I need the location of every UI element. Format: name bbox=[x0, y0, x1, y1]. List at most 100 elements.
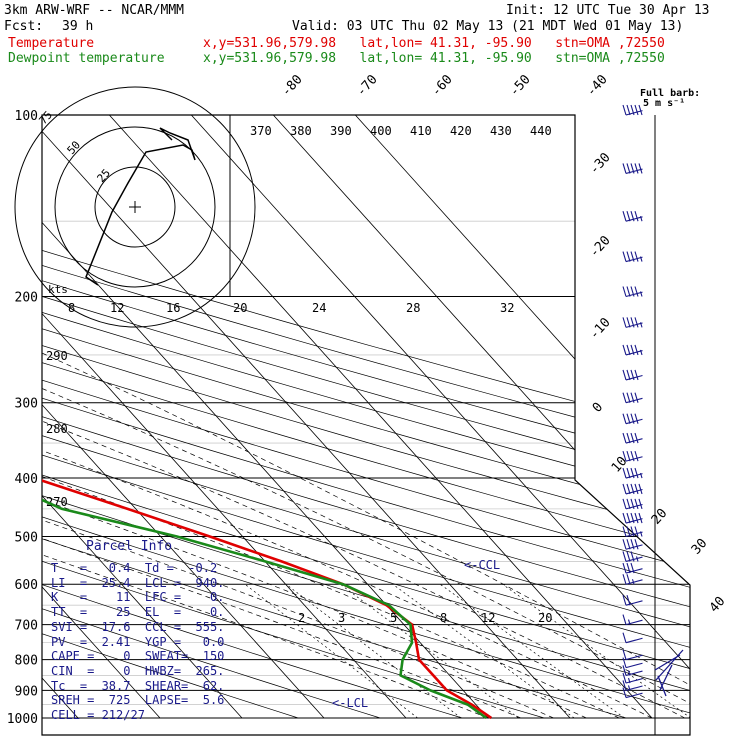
mixing-ratio-line bbox=[340, 583, 519, 719]
wind-barb-flag bbox=[622, 392, 627, 403]
wind-barb bbox=[622, 104, 643, 116]
wind-barb-flag bbox=[622, 562, 627, 574]
wind-barb-flag bbox=[630, 317, 635, 328]
hodograph-ring bbox=[14, 86, 256, 328]
wind-barb bbox=[622, 344, 643, 356]
hodograph-speed-label: 20 bbox=[233, 301, 247, 315]
theta-label: 410 bbox=[410, 124, 432, 138]
dry-adiabat-line bbox=[42, 115, 690, 719]
level-annotation: <-LCL bbox=[332, 696, 368, 710]
mixing-ratio-line bbox=[244, 583, 418, 719]
theta-label: 430 bbox=[490, 124, 512, 138]
wind-barb-flag bbox=[626, 392, 631, 403]
wind-barb-staff bbox=[625, 473, 643, 479]
wind-barb bbox=[622, 657, 643, 669]
pressure-tick-label: 700 bbox=[15, 619, 38, 634]
wind-barb bbox=[622, 614, 643, 626]
wind-barb-flag bbox=[626, 251, 631, 262]
wind-barb bbox=[622, 539, 643, 550]
wind-barb-flag bbox=[634, 413, 639, 424]
wind-barb-flag bbox=[630, 512, 635, 524]
hodograph-ring-label: 25 bbox=[95, 166, 114, 185]
parcel-info-line: Tc = 38.7 SHEAR= 62. bbox=[51, 678, 225, 693]
wind-barb-staff bbox=[625, 518, 643, 524]
theta-label: 420 bbox=[450, 124, 472, 138]
wind-barb-staff bbox=[625, 685, 643, 691]
mixing-ratio-line bbox=[392, 583, 575, 719]
wind-barb-flag bbox=[634, 512, 639, 524]
wind-barb-half-flag bbox=[639, 472, 643, 479]
wind-barb-staff bbox=[625, 397, 643, 404]
wind-barb-flag bbox=[622, 286, 627, 297]
hodograph-ring-label: 75 bbox=[37, 108, 56, 127]
wind-barb-half-flag bbox=[639, 216, 643, 222]
wind-barb-flag bbox=[634, 369, 639, 381]
parcel-info-line: K = 11 LFC = 0. bbox=[51, 590, 225, 605]
hodograph-speed-label: 16 bbox=[166, 301, 180, 315]
wind-barb-flag bbox=[622, 680, 627, 691]
isotherm-label: -40 bbox=[584, 72, 611, 99]
mixing-ratio-label: 8 bbox=[440, 611, 447, 625]
theta-label: 280 bbox=[46, 422, 68, 436]
wind-barb-staff bbox=[625, 637, 643, 644]
isotherm-label: 10 bbox=[609, 454, 631, 476]
wind-barb-staff bbox=[625, 531, 643, 538]
isotherm-line bbox=[42, 115, 571, 719]
isotherm-line bbox=[42, 115, 243, 719]
wind-barb-flag bbox=[630, 211, 635, 222]
wind-barb-flag bbox=[626, 512, 631, 524]
wind-barb-flag bbox=[626, 526, 631, 537]
wind-barb-flag bbox=[638, 512, 643, 524]
parcel-info-line: CAPE = 0 SWEAT= 150 bbox=[51, 649, 225, 664]
wind-barb-flag bbox=[630, 498, 635, 510]
mixing-ratio-label: 5 bbox=[390, 611, 397, 625]
dry-adiabat-line bbox=[42, 115, 299, 719]
wind-barb-flag bbox=[622, 526, 627, 537]
parcel-info-line: PV = 2.41 YGP = 0.0 bbox=[51, 634, 225, 649]
wind-barb-flag bbox=[634, 344, 639, 356]
wind-barb-flag bbox=[630, 539, 635, 550]
hodograph-ring bbox=[94, 166, 176, 248]
wind-barb-flag bbox=[626, 369, 631, 381]
wind-barb-flag bbox=[622, 317, 627, 328]
wind-barb-flag bbox=[634, 163, 639, 174]
wind-barb-staff bbox=[625, 216, 643, 222]
wind-barb bbox=[622, 369, 643, 381]
wind-barb-flag bbox=[630, 551, 635, 562]
wind-barb-half-flag bbox=[639, 322, 643, 328]
wind-barb-flag bbox=[626, 413, 631, 424]
hodograph: 25 50 75 kts bbox=[14, 86, 256, 328]
wind-barb-flag bbox=[622, 665, 627, 676]
pressure-tick-label: 600 bbox=[15, 578, 38, 593]
dewpoint-profile bbox=[42, 115, 488, 720]
theta-label: 440 bbox=[530, 124, 552, 138]
forecast-label: Fcst: bbox=[4, 19, 44, 34]
isotherm-label: -50 bbox=[507, 72, 534, 99]
wind-barb-flag bbox=[622, 498, 627, 510]
isotherm-label: -10 bbox=[587, 315, 614, 342]
wind-barb-flag bbox=[622, 163, 627, 174]
wind-barb-half-flag bbox=[627, 619, 631, 625]
wind-barb-flag bbox=[626, 286, 631, 297]
wind-barb-staff bbox=[625, 503, 643, 510]
moist-adiabat-line bbox=[42, 296, 653, 719]
wind-barb bbox=[622, 392, 643, 404]
isotherm-label: -20 bbox=[587, 233, 614, 260]
full-barb-unit: 5 m s⁻¹ bbox=[643, 98, 686, 109]
dry-adiabat-line bbox=[42, 115, 690, 719]
isotherm-label: 20 bbox=[649, 506, 671, 528]
wind-barb bbox=[622, 432, 643, 444]
wind-barb-flag bbox=[630, 483, 635, 495]
wind-barb-half-flag bbox=[627, 685, 631, 691]
isotherm-label: -30 bbox=[587, 150, 614, 177]
wind-barb-flag bbox=[622, 595, 627, 606]
wind-barb-half-flag bbox=[639, 531, 643, 537]
full-barb-label: Full barb: bbox=[640, 88, 701, 99]
wind-barb-flag bbox=[622, 614, 627, 625]
wind-barb-flag bbox=[638, 483, 643, 495]
wind-barb-flag bbox=[622, 632, 627, 643]
wind-barb-flag bbox=[626, 344, 631, 356]
moist-adiabat-line bbox=[42, 296, 587, 719]
wind-barb bbox=[622, 687, 643, 699]
moist-adiabat-line bbox=[42, 296, 620, 719]
